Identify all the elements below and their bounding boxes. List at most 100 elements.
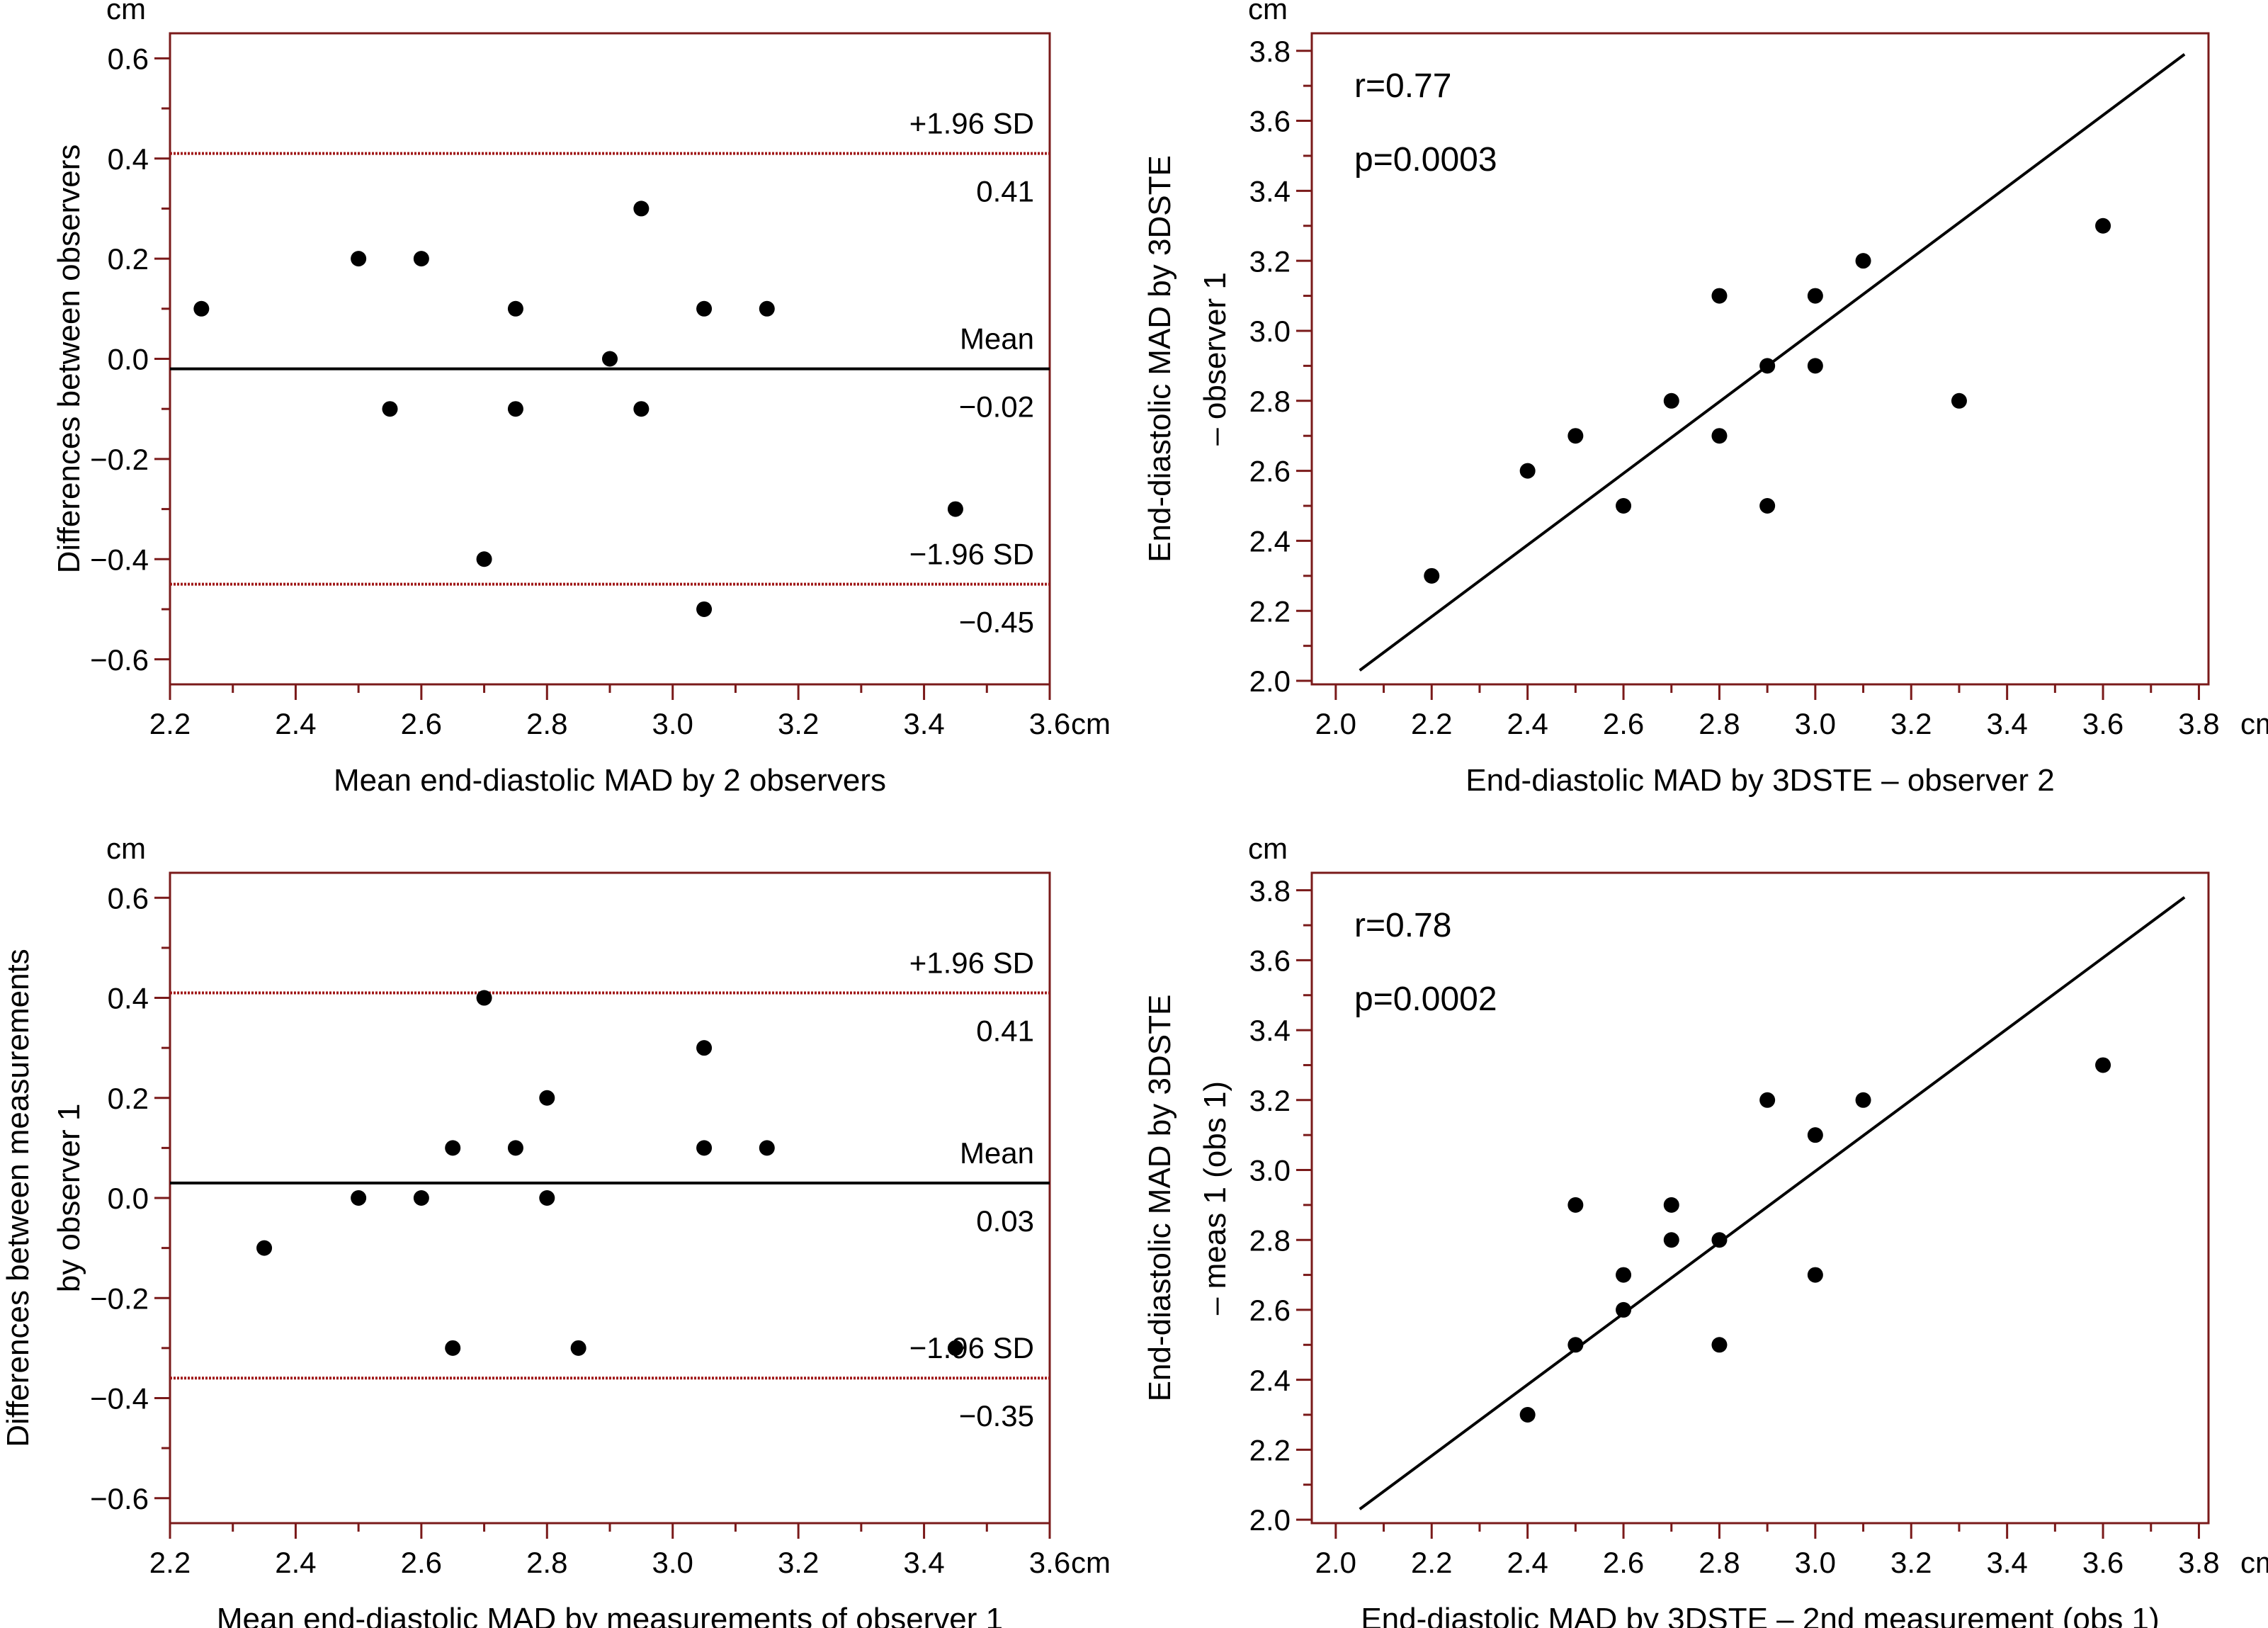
data-point (1616, 498, 1632, 514)
x-tick-label: 3.4 (1986, 707, 2027, 740)
x-tick-label: 3.2 (778, 707, 819, 740)
plot-frame (1310, 871, 2210, 1525)
data-point (351, 1190, 367, 1206)
y-tick-label: 3.6 (1249, 944, 1291, 978)
data-point (696, 300, 713, 317)
x-tick-label: 3.6 (2082, 707, 2124, 740)
p-value: p=0.0003 (1354, 141, 1497, 179)
y-tick-label: −0.4 (90, 543, 149, 576)
lower-line-value: −0.45 (959, 606, 1034, 639)
y-tick-label: 3.0 (1249, 1154, 1291, 1187)
data-point (445, 1340, 461, 1356)
upper-line-label: +1.96 SD (909, 946, 1034, 979)
x-tick-label: 3.0 (1795, 707, 1836, 740)
x-unit-label: cm (1071, 1546, 1111, 1579)
x-axis-title: End-diastolic MAD by 3DSTE – observer 2 (1465, 763, 2054, 798)
y-tick-label: −0.2 (90, 1282, 149, 1315)
data-point (382, 401, 398, 417)
data-point (1807, 288, 1823, 304)
data-point (507, 300, 523, 317)
regression-line (1359, 895, 2186, 1510)
x-tick-label: 2.2 (149, 1546, 191, 1579)
y-tick-label: −0.6 (90, 1482, 149, 1515)
x-tick-label: 2.0 (1315, 707, 1356, 740)
data-point (759, 1140, 775, 1156)
x-tick-label: 3.8 (2178, 1546, 2219, 1579)
y-tick-label: 2.2 (1249, 594, 1291, 628)
x-unit-label: cm (2240, 1546, 2268, 1579)
mean-line-label: Mean (960, 322, 1034, 356)
mean-line-value: −0.02 (959, 390, 1034, 424)
data-point (351, 251, 367, 267)
data-point (633, 401, 650, 417)
data-point (1951, 392, 1967, 409)
data-point (1807, 1127, 1823, 1143)
panel-c: 0.6 0.4 0.2 0.0 −0.2 −0.4 −0.62.2 2.4 2.6 2.8 3.0 3… (1, 832, 1111, 1628)
x-tick-label: 3.4 (1986, 1546, 2027, 1579)
upper-line-value: 0.41 (976, 175, 1034, 208)
plot-frame (1310, 32, 2210, 686)
y-tick-label: 2.4 (1249, 525, 1291, 558)
panel-a: 0.6 0.4 0.2 0.0 −0.2 −0.4 −0.62.2 2.4 2.6 2.8 3.0 3… (52, 0, 1111, 798)
x-tick-label: 3.4 (903, 707, 944, 740)
data-point (476, 990, 492, 1006)
y-tick-label: −0.6 (90, 643, 149, 677)
data-point (1519, 1407, 1536, 1423)
data-point (539, 1090, 555, 1106)
y-axis-title: Differences between observers (52, 145, 86, 574)
y-tick-label: 2.0 (1249, 1503, 1291, 1537)
x-tick-label: 3.2 (778, 1546, 819, 1579)
x-tick-label: 3.6 (2082, 1546, 2124, 1579)
data-point (445, 1140, 461, 1156)
y-tick-label: 2.0 (1249, 665, 1291, 698)
x-tick-label: 2.6 (401, 707, 442, 740)
x-tick-label: 2.4 (275, 1546, 316, 1579)
y-tick-label: 0.6 (108, 42, 149, 75)
panel-b: 2.0 2.2 2.4 2.6 2.8 3.0 3.2 3.4 3.6 3.8 2.0 2.2 2.4 2… (1142, 0, 2268, 798)
lower-line-value: −0.35 (959, 1399, 1034, 1432)
x-tick-label: 3.0 (652, 1546, 693, 1579)
x-tick-label: 2.8 (526, 1546, 567, 1579)
data-point (570, 1340, 586, 1356)
mean-line-label: Mean (960, 1136, 1034, 1170)
x-tick-label: 2.6 (401, 1546, 442, 1579)
data-point (947, 1340, 963, 1356)
data-point (507, 401, 523, 417)
data-point (633, 200, 650, 217)
data-point (1567, 1197, 1584, 1213)
x-tick-label: 2.2 (1411, 707, 1452, 740)
data-point (1855, 1092, 1871, 1108)
data-point (1759, 1092, 1776, 1108)
x-tick-label: 2.0 (1315, 1546, 1356, 1579)
data-point (1807, 1267, 1823, 1283)
data-point (1663, 392, 1679, 409)
x-unit-label: cm (2240, 707, 2268, 740)
x-tick-label: 2.8 (526, 707, 567, 740)
y-tick-label: 2.4 (1249, 1364, 1291, 1397)
data-point (1616, 1301, 1632, 1318)
y-axis-title: End-diastolic MAD by 3DSTE (1142, 995, 1177, 1402)
data-point (947, 501, 963, 517)
x-tick-label: 2.8 (1699, 1546, 1740, 1579)
x-tick-label: 3.0 (1795, 1546, 1836, 1579)
data-point (696, 601, 713, 617)
y-tick-label: 0.0 (108, 1182, 149, 1215)
x-tick-label: 3.0 (652, 707, 693, 740)
data-point (256, 1240, 273, 1256)
correlation-coefficient: r=0.78 (1354, 907, 1451, 944)
data-point (1807, 358, 1823, 374)
upper-line-label: +1.96 SD (909, 107, 1034, 140)
y-tick-label: 3.6 (1249, 105, 1291, 138)
y-unit-label: cm (106, 832, 146, 865)
x-tick-label: 3.2 (1890, 1546, 1932, 1579)
data-point (1663, 1232, 1679, 1248)
y-tick-label: 3.2 (1249, 1084, 1291, 1117)
mean-line-value: 0.03 (976, 1204, 1034, 1238)
y-tick-label: 0.2 (108, 1082, 149, 1115)
y-tick-label: 0.4 (108, 142, 149, 176)
y-tick-label: 3.4 (1249, 1014, 1291, 1047)
data-point (602, 351, 618, 367)
lower-line-label: −1.96 SD (909, 538, 1034, 571)
data-point (696, 1040, 713, 1056)
